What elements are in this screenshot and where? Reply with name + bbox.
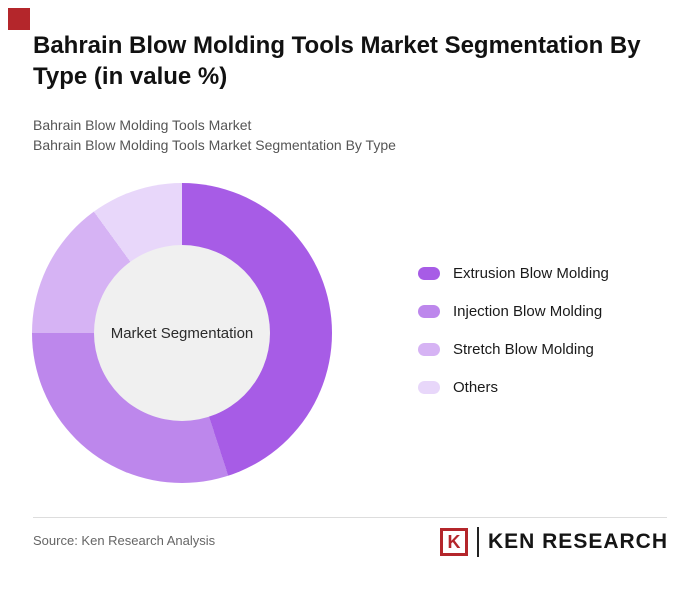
logo-letter: K [447,531,461,552]
donut-center: Market Segmentation [94,245,270,421]
legend-swatch [418,342,440,356]
legend-label: Injection Blow Molding [453,302,603,320]
brand-accent-square [8,8,30,30]
legend-item-extrusion: Extrusion Blow Molding [418,262,609,284]
chart-legend: Extrusion Blow Molding Injection Blow Mo… [418,262,609,414]
donut-chart: Market Segmentation [32,183,332,483]
donut-center-label: Market Segmentation [110,324,254,342]
legend-swatch [418,304,440,318]
logo-wordmark: KEN RESEARCH [487,530,668,553]
legend-label: Extrusion Blow Molding [453,264,609,282]
subtitle-segmentation: Bahrain Blow Molding Tools Market Segmen… [33,137,396,153]
subtitle-market: Bahrain Blow Molding Tools Market [33,117,252,133]
ken-research-logo-icon: K [439,528,468,556]
legend-label: Others [453,378,499,396]
legend-swatch [418,266,440,280]
footer-divider [33,517,667,518]
legend-item-stretch: Stretch Blow Molding [418,338,609,360]
source-note: Source: Ken Research Analysis [33,533,216,548]
chart-subtitles: Bahrain Blow Molding Tools Market Bahrai… [33,115,396,155]
legend-label: Stretch Blow Molding [453,340,594,358]
page-title: Bahrain Blow Molding Tools Market Segmen… [33,32,641,90]
legend-swatch [418,380,440,394]
legend-item-injection: Injection Blow Molding [418,300,609,322]
legend-item-others: Others [418,376,609,398]
ken-research-logo: K KEN RESEARCH [439,527,668,557]
logo-separator [476,527,479,557]
